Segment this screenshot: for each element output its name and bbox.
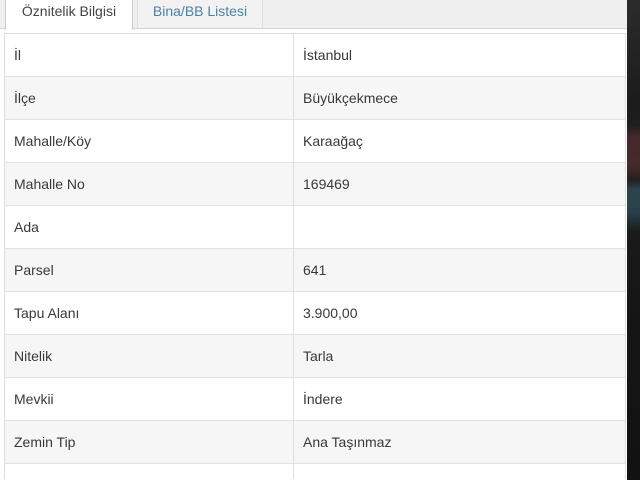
- row-value: Ana Taşınmaz: [303, 434, 392, 450]
- row-label: Mevkii: [5, 378, 294, 420]
- table-row: Mahalle No 169469: [5, 163, 625, 206]
- row-label: Mahalle/Köy: [5, 120, 294, 162]
- row-value: [294, 206, 625, 248]
- row-label: İl: [5, 34, 294, 76]
- table-row: Nitelik Tarla: [5, 335, 625, 378]
- row-value: [294, 464, 625, 479]
- row-value: İstanbul: [303, 47, 353, 63]
- row-label: İlçe: [5, 77, 294, 119]
- table-row: Mevkii İndere: [5, 378, 625, 421]
- tab-label: Öznitelik Bilgisi: [21, 3, 117, 19]
- row-value: İndere: [303, 391, 343, 407]
- row-value: 3.900,00: [303, 305, 358, 321]
- tab-label: Bina/BB Listesi: [152, 3, 248, 19]
- row-value: 169469: [303, 176, 350, 192]
- row-label: Mahalle No: [5, 163, 294, 205]
- table-row: Mahalle/Köy Karaağaç: [5, 120, 625, 163]
- row-label: Nitelik: [5, 335, 294, 377]
- tab-oznitelik-bilgisi[interactable]: Öznitelik Bilgisi: [5, 0, 133, 30]
- table-row: Zemin Tip Ana Taşınmaz: [5, 421, 625, 464]
- row-label: Tapu Alanı: [5, 292, 294, 334]
- row-label: Ada: [5, 206, 294, 248]
- row-label: Zemin Tip: [5, 421, 294, 463]
- tab-bina-bb-listesi[interactable]: Bina/BB Listesi: [137, 0, 263, 28]
- table-row: Parsel 641: [5, 249, 625, 292]
- row-label: [5, 464, 294, 479]
- attribute-table: İl İstanbul İlçe Büyükçekmece Mahalle/Kö…: [4, 33, 626, 479]
- map-background-sliver: [627, 0, 640, 480]
- table-row: Tapu Alanı 3.900,00: [5, 292, 625, 335]
- row-value: Karaağaç: [303, 133, 363, 149]
- row-label: Parsel: [5, 249, 294, 291]
- row-value: Büyükçekmece: [303, 90, 398, 106]
- table-row: [5, 464, 625, 479]
- table-row: Ada: [5, 206, 625, 249]
- table-row: İlçe Büyükçekmece: [5, 77, 625, 120]
- row-value: Tarla: [303, 348, 334, 364]
- row-value: 641: [303, 262, 327, 278]
- table-row: İl İstanbul: [5, 34, 625, 77]
- tab-bar: Öznitelik Bilgisi Bina/BB Listesi: [0, 0, 627, 30]
